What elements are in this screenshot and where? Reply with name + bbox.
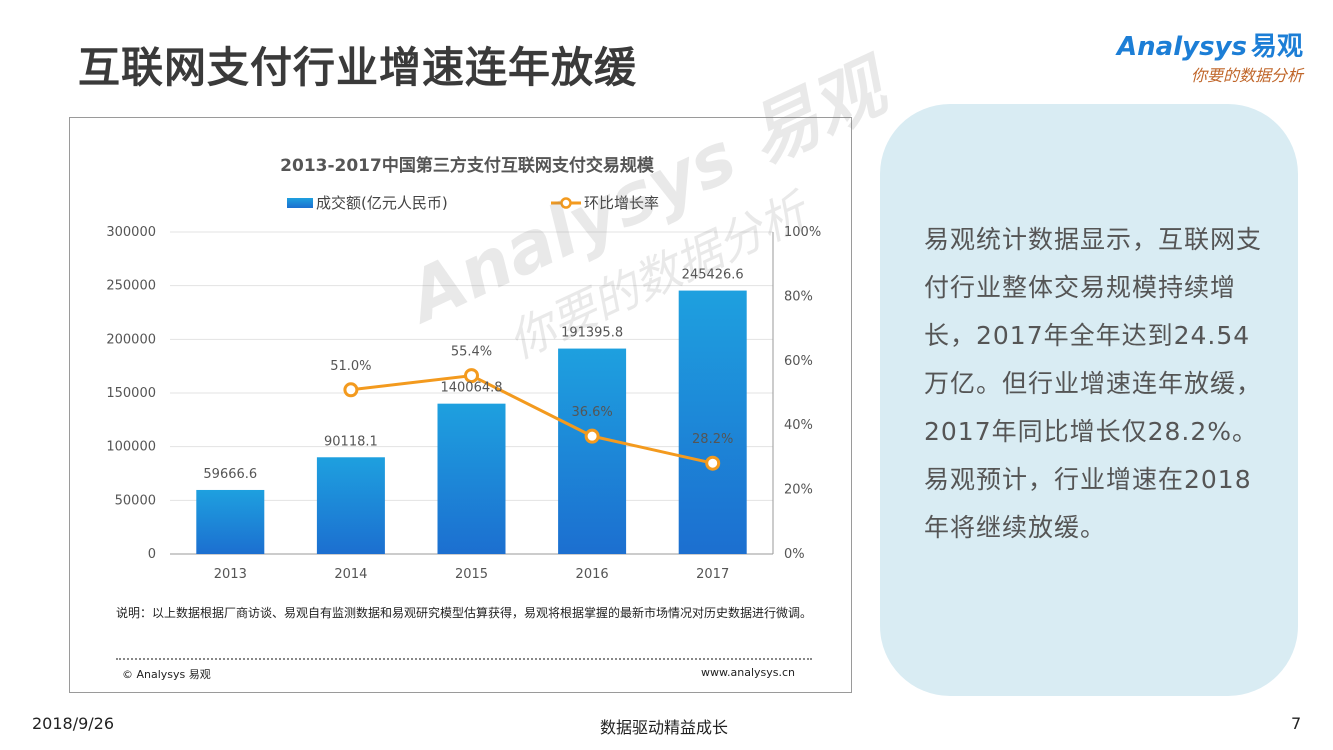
y2-tick-label: 40% <box>784 418 813 433</box>
y-tick-label: 200000 <box>106 332 156 347</box>
bar <box>437 403 506 554</box>
logo-cn-text: 易观 <box>1250 32 1303 62</box>
legend-line-label: 环比增长率 <box>584 194 659 212</box>
chart-source-url: www.analysys.cn <box>701 666 795 679</box>
y-tick-label: 250000 <box>106 279 156 294</box>
line-point <box>343 382 359 398</box>
line-value-label: 28.2% <box>692 432 733 447</box>
bar-value-label: 140064.8 <box>440 381 502 396</box>
page-number: 7 <box>1291 714 1302 733</box>
footer-slogan: 数据驱动精益成长 <box>600 718 729 737</box>
legend-bar-swatch <box>287 198 313 208</box>
bar-value-label: 90118.1 <box>324 434 378 449</box>
x-tick-label: 2013 <box>214 567 247 582</box>
logo-main: Analysys 易观 <box>1117 26 1303 63</box>
line-point <box>705 455 721 471</box>
chart-canvas: 59666.6 90118.1 140064.8 191395.8 245426.6 51… <box>106 155 821 582</box>
line-value-label: 36.6% <box>571 405 612 420</box>
x-tick-label: 2016 <box>576 567 609 582</box>
bar-series <box>196 290 747 554</box>
y-tick-label: 50000 <box>115 493 156 508</box>
growth-line <box>350 374 714 465</box>
line-point <box>584 428 600 444</box>
chart-legend: 成交额(亿元人民币) 环比增长率 <box>287 194 659 212</box>
line-series <box>343 368 721 471</box>
x-tick-label: 2014 <box>334 567 367 582</box>
summary-text: 易观统计数据显示，互联网支付行业整体交易规模持续增长，2017年全年达到24.5… <box>924 225 1263 542</box>
legend-line-marker <box>560 197 572 209</box>
legend-bar-label: 成交额(亿元人民币) <box>316 194 448 212</box>
chart-note: 说明：以上数据根据厂商访谈、易观自有监测数据和易观研究模型估算获得，易观将根据掌… <box>116 606 813 620</box>
summary-panel: 易观统计数据显示，互联网支付行业整体交易规模持续增长，2017年全年达到24.5… <box>880 104 1298 696</box>
y2-tick-label: 60% <box>784 354 813 369</box>
bar <box>196 489 265 554</box>
line-value-label: 51.0% <box>330 359 371 374</box>
footer-date: 2018/9/26 <box>32 714 115 733</box>
y2-tick-label: 20% <box>784 483 813 498</box>
y2-tick-label: 80% <box>784 289 813 304</box>
analysys-logo: Analysys 易观 你要的数据分析 <box>1103 26 1303 86</box>
page-title: 互联网支付行业增速连年放缓 <box>78 43 638 92</box>
y-tick-label: 150000 <box>106 386 156 401</box>
y-tick-label: 0 <box>148 547 156 562</box>
bar-value-label: 245426.6 <box>682 268 744 283</box>
chart-copyright: © Analysys 易观 <box>122 668 211 681</box>
bar <box>558 348 627 554</box>
bar <box>678 290 747 554</box>
chart-divider <box>116 658 812 660</box>
line-point <box>464 368 479 384</box>
x-tick-label: 2017 <box>696 567 729 582</box>
y2-tick-label: 0% <box>784 547 805 562</box>
y2-tick-label: 100% <box>784 225 821 240</box>
chart-title: 2013-2017中国第三方支付互联网支付交易规模 <box>280 155 655 176</box>
line-value-label: 55.4% <box>451 345 492 360</box>
y-tick-label: 100000 <box>106 440 156 455</box>
logo-subtitle: 你要的数据分析 <box>1190 66 1303 85</box>
bar <box>316 457 385 554</box>
axis-labels: 0 50000 100000 150000 200000 250000 300000 0% 20… <box>106 225 821 582</box>
bar-value-label: 191395.8 <box>561 326 623 341</box>
x-tick-label: 2015 <box>455 567 488 582</box>
bar-value-label: 59666.6 <box>203 467 257 482</box>
chart-panel: 59666.6 90118.1 140064.8 191395.8 245426.6 51… <box>69 117 852 693</box>
logo-main-text: Analysys <box>1117 32 1247 62</box>
y-tick-label: 300000 <box>106 225 156 240</box>
data-labels: 59666.6 90118.1 140064.8 191395.8 245426.6 51… <box>203 268 743 482</box>
